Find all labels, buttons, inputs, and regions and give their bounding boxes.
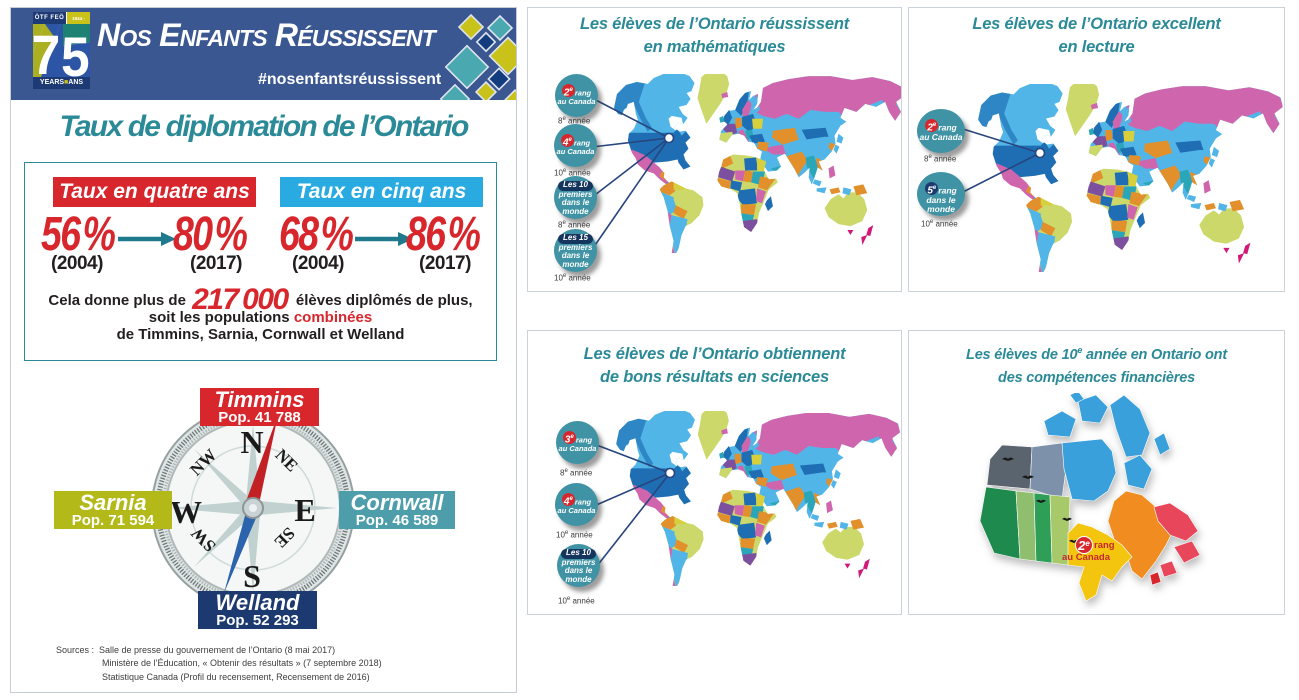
svg-text:E: E: [294, 492, 315, 528]
svg-text:au Canada: au Canada: [1062, 552, 1111, 563]
svg-text:7: 7: [33, 24, 60, 77]
svg-text:W: W: [170, 494, 202, 530]
svg-text:5: 5: [61, 26, 90, 77]
svg-text:S: S: [243, 558, 261, 594]
svg-text:rang: rang: [1094, 540, 1115, 551]
svg-text:N: N: [240, 424, 263, 460]
